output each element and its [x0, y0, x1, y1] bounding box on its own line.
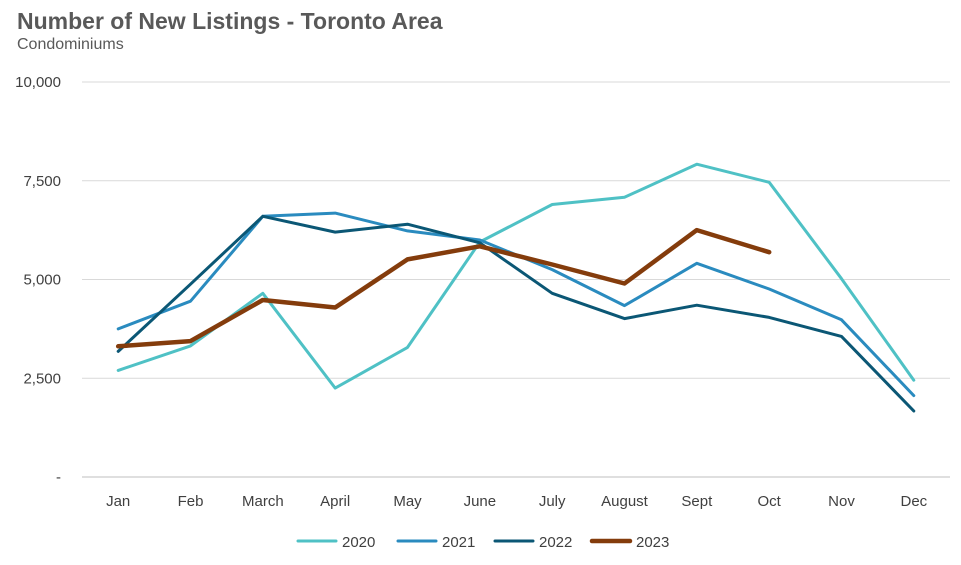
series-line-2020	[116, 162, 916, 390]
series-line-2023	[115, 227, 772, 349]
series-lines	[115, 162, 916, 413]
legend: 2020 2021 2022 2023	[296, 534, 669, 551]
legend-label-2022: 2022	[539, 534, 572, 551]
x-tick-label: Feb	[178, 493, 204, 510]
y-tick-label: -	[56, 469, 61, 486]
y-tick-label: 10,000	[15, 74, 61, 91]
x-tick-label: Oct	[757, 493, 781, 510]
x-tick-label: May	[393, 493, 422, 510]
series-line-2022	[116, 214, 916, 413]
x-tick-label: Sept	[681, 493, 713, 510]
x-tick-label: Nov	[828, 493, 855, 510]
y-axis-labels: - 2,500 5,000 7,500 10,000	[15, 74, 61, 486]
legend-label-2023: 2023	[636, 534, 669, 551]
x-tick-label: March	[242, 493, 284, 510]
x-axis-labels: Jan Feb March April May June July August Sept Oct…	[106, 493, 928, 510]
x-tick-label: Jan	[106, 493, 130, 510]
y-tick-label: 7,500	[23, 173, 61, 190]
x-tick-label: June	[464, 493, 497, 510]
x-tick-label: Dec	[900, 493, 927, 510]
x-tick-label: April	[320, 493, 350, 510]
x-tick-label: July	[539, 493, 566, 510]
chart-subtitle: Condominiums	[17, 36, 124, 53]
y-tick-label: 5,000	[23, 272, 61, 289]
chart-title: Number of New Listings - Toronto Area	[17, 8, 443, 34]
legend-label-2020: 2020	[342, 534, 375, 551]
x-tick-label: August	[601, 493, 649, 510]
y-tick-label: 2,500	[23, 370, 61, 387]
legend-label-2021: 2021	[442, 534, 475, 551]
gridlines	[82, 81, 950, 478]
